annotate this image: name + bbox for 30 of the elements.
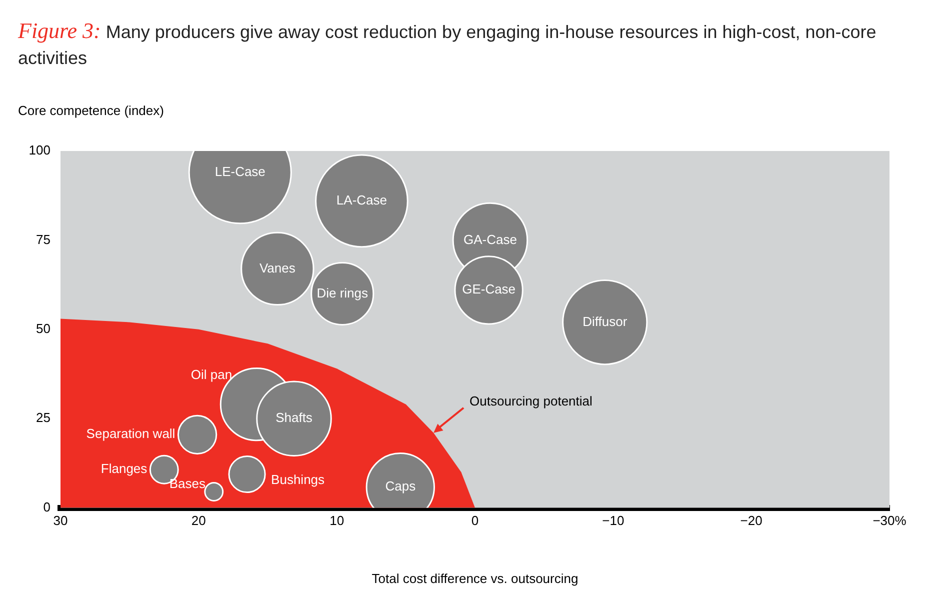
x-tick-label: 20 [191,513,206,528]
series-label: Die rings [316,285,369,300]
x-axis-title: Total cost difference vs. outsourcing [372,570,578,586]
x-tick-label: −30% [872,513,907,528]
x-tick-label: 0 [471,513,479,528]
series-label: LE-Case [214,164,266,179]
x-tick-label: 30 [53,513,68,528]
series-label: Shafts [276,410,313,426]
x-tick-label: −20 [740,513,762,528]
series-label: GA-Case [463,232,517,247]
y-axis-title: Core competence (index) [18,103,164,118]
y-tick-label: 100 [28,142,50,158]
series-label: Vanes [259,260,296,276]
series-label: LA-Case [336,192,387,208]
series-label: Flanges [100,461,148,476]
series-label: Diffusor [582,314,628,329]
x-tick-label: −10 [602,513,624,528]
annotation: Outsourcing potential [470,393,593,408]
series-label: GE-Case [462,282,516,297]
series-label: Bases [169,476,206,492]
series-label: Caps [385,478,416,494]
series-label: Separation wall [86,426,176,442]
y-tick-label: 25 [36,410,50,426]
y-tick-label: 50 [36,320,50,336]
y-tick-label: 75 [36,232,50,247]
series-label: Oil pan [190,367,232,382]
y-tick-label: 0 [43,499,50,514]
chart-title: Figure 3: Many producers give away cost reduction by engaging in-house resources in high-cost, non-core activities [18,18,876,68]
series-label: Bushings [271,472,326,487]
x-tick-label: 10 [330,513,344,528]
